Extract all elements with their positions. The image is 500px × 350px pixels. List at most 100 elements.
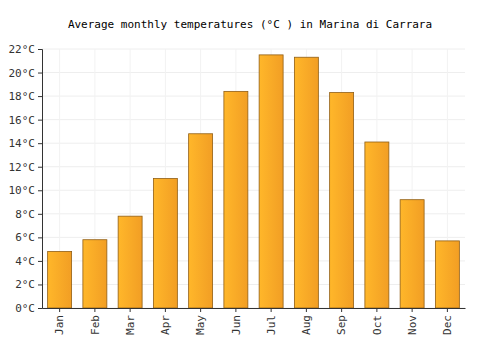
y-tick: 22°C (9, 43, 43, 56)
y-tick: 16°C (9, 114, 43, 127)
x-tick-mark (235, 308, 236, 312)
bar (224, 91, 248, 308)
x-tick-label: Apr (159, 315, 172, 335)
y-tick: 14°C (9, 137, 43, 150)
y-tick-mark (38, 73, 42, 74)
x-tick-mark (306, 308, 307, 312)
y-tick-label: 16°C (9, 114, 36, 127)
grid (42, 49, 465, 308)
y-tick-mark (38, 143, 42, 144)
x-tick-mark (200, 308, 201, 312)
x-tick: Feb (89, 308, 102, 335)
x-axis-line (43, 308, 466, 309)
bar (118, 216, 142, 308)
x-tick-mark (130, 308, 131, 312)
grid-line (42, 72, 465, 73)
x-tick: Mar (124, 308, 137, 335)
y-tick: 0°C (15, 302, 42, 315)
x-tick-label: May (194, 315, 207, 335)
y-tick-mark (38, 96, 42, 97)
y-tick-mark (38, 49, 42, 50)
y-tick: 20°C (9, 67, 43, 80)
bar (435, 241, 459, 308)
x-tick-label: Mar (124, 315, 137, 335)
grid-line (42, 49, 465, 50)
y-tick-label: 18°C (9, 90, 36, 103)
y-tick: 8°C (15, 208, 42, 221)
title: Average monthly temperatures (°C ) in Ma… (68, 18, 432, 31)
x-tick-mark (447, 308, 448, 312)
y-tick-mark (38, 237, 42, 238)
bar (189, 134, 213, 308)
y-tick-mark (38, 167, 42, 168)
y-tick-label: 0°C (15, 302, 35, 315)
x-tick-label: Aug (300, 315, 313, 335)
y-tick: 6°C (15, 231, 42, 244)
y-tick-label: 14°C (9, 137, 36, 150)
x-tick-mark (271, 308, 272, 312)
grid-line (42, 119, 465, 120)
bar (83, 240, 107, 308)
x-tick-mark (59, 308, 60, 312)
y-tick: 4°C (15, 255, 42, 268)
x-tick: Oct (371, 308, 384, 335)
y-axis-line (38, 50, 43, 309)
y-tick-label: 8°C (15, 208, 35, 221)
x-tick-mark (376, 308, 377, 312)
grid-line (42, 190, 465, 191)
grid-line (42, 143, 465, 144)
bar (259, 55, 283, 308)
x-tick: Aug (300, 308, 313, 335)
bar (400, 200, 424, 308)
x-tick: Nov (406, 308, 419, 335)
x-axis: Jan Feb Mar Apr May Jun Jul Aug Sep Oct Nov Dec (43, 308, 466, 335)
x-tick: May (194, 308, 207, 335)
y-tick: 12°C (9, 161, 43, 174)
y-tick-label: 12°C (9, 161, 36, 174)
x-tick-label: Feb (89, 315, 102, 335)
x-tick-label: Nov (406, 315, 419, 335)
grid-line (42, 96, 465, 97)
x-tick-label: Jul (265, 315, 278, 335)
x-tick: Jun (230, 308, 243, 335)
y-tick-label: 4°C (15, 255, 35, 268)
y-tick-label: 2°C (15, 278, 35, 291)
x-tick: Sep (335, 308, 348, 335)
chart: 0°C 2°C 4°C 6°C 8°C 10°C 12°C 14°C 16°C 18°C 20°C 2… (0, 0, 500, 350)
x-tick: Jan (53, 308, 66, 335)
x-tick-mark (165, 308, 166, 312)
x-tick-mark (341, 308, 342, 312)
y-tick-mark (38, 120, 42, 121)
y-tick-label: 10°C (9, 184, 36, 197)
y-tick-label: 22°C (9, 43, 36, 56)
y-tick: 2°C (15, 278, 42, 291)
y-tick-mark (38, 214, 42, 215)
x-tick-label: Jun (230, 315, 243, 335)
bar (294, 57, 318, 308)
x-tick-label: Sep (335, 315, 348, 335)
bar (48, 251, 72, 308)
bar (365, 142, 389, 308)
y-axis: 0°C 2°C 4°C 6°C 8°C 10°C 12°C 14°C 16°C 18°C 20°C 2… (9, 43, 43, 315)
y-tick-label: 20°C (9, 67, 36, 80)
y-tick-mark (38, 190, 42, 191)
x-tick-label: Dec (441, 315, 454, 335)
y-tick-label: 6°C (15, 231, 35, 244)
y-tick-mark (38, 284, 42, 285)
x-tick: Dec (441, 308, 454, 335)
bars (48, 55, 460, 308)
y-tick-mark (38, 308, 42, 309)
x-tick-label: Oct (371, 315, 384, 335)
x-tick-mark (94, 308, 95, 312)
x-tick: Jul (265, 308, 278, 335)
x-tick: Apr (159, 308, 172, 335)
y-tick-mark (38, 261, 42, 262)
grid-line (42, 166, 465, 167)
bar (153, 179, 177, 309)
x-tick-label: Jan (53, 315, 66, 335)
y-tick: 18°C (9, 90, 43, 103)
y-tick: 10°C (9, 184, 43, 197)
x-tick-mark (412, 308, 413, 312)
plot: 0°C 2°C 4°C 6°C 8°C 10°C 12°C 14°C 16°C 18°C 20°C 2… (9, 43, 466, 335)
bar (330, 93, 354, 308)
